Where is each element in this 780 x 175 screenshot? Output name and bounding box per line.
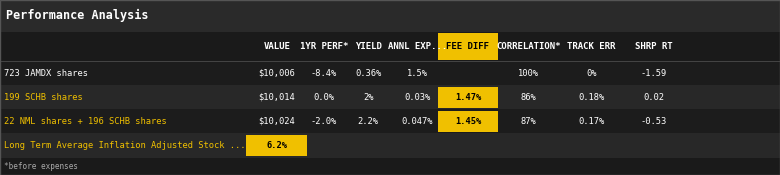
Text: 100%: 100% — [519, 69, 539, 78]
Text: $10,014: $10,014 — [258, 93, 296, 102]
Text: Long Term Average Inflation Adjusted Stock ...: Long Term Average Inflation Adjusted Sto… — [4, 141, 246, 150]
Text: 86%: 86% — [521, 93, 537, 102]
FancyBboxPatch shape — [438, 33, 498, 60]
Text: -2.0%: -2.0% — [310, 117, 337, 126]
FancyBboxPatch shape — [0, 61, 780, 85]
Text: 87%: 87% — [521, 117, 537, 126]
Text: -1.59: -1.59 — [640, 69, 667, 78]
Text: TRACK ERR: TRACK ERR — [567, 42, 615, 51]
Text: 0.18%: 0.18% — [578, 93, 604, 102]
FancyBboxPatch shape — [0, 32, 780, 61]
Text: 0.36%: 0.36% — [355, 69, 381, 78]
Text: 723 JAMDX shares: 723 JAMDX shares — [4, 69, 88, 78]
FancyBboxPatch shape — [0, 109, 780, 133]
FancyBboxPatch shape — [0, 85, 780, 109]
Text: 199 SCHB shares: 199 SCHB shares — [4, 93, 83, 102]
Text: 22 NML shares + 196 SCHB shares: 22 NML shares + 196 SCHB shares — [4, 117, 167, 126]
FancyBboxPatch shape — [438, 87, 498, 108]
Text: 0.17%: 0.17% — [578, 117, 604, 126]
Text: 1.47%: 1.47% — [455, 93, 481, 102]
Text: CORRELATION*: CORRELATION* — [497, 42, 561, 51]
Text: Performance Analysis: Performance Analysis — [6, 9, 149, 22]
Text: 1.5%: 1.5% — [407, 69, 427, 78]
Text: 0%: 0% — [586, 69, 597, 78]
Text: ANNL EXP...: ANNL EXP... — [388, 42, 447, 51]
Text: -8.4%: -8.4% — [310, 69, 337, 78]
FancyBboxPatch shape — [0, 0, 780, 32]
Text: 2%: 2% — [363, 93, 374, 102]
FancyBboxPatch shape — [246, 135, 307, 156]
Text: 0.0%: 0.0% — [314, 93, 334, 102]
Text: 1.45%: 1.45% — [455, 117, 481, 126]
Text: 0.02: 0.02 — [644, 93, 664, 102]
Text: 6.2%: 6.2% — [267, 141, 287, 150]
Text: -0.53: -0.53 — [640, 117, 667, 126]
Text: VALUE: VALUE — [264, 42, 290, 51]
FancyBboxPatch shape — [0, 133, 780, 158]
Text: 0.03%: 0.03% — [404, 93, 431, 102]
Text: *before expenses: *before expenses — [4, 162, 78, 171]
Text: FEE DIFF: FEE DIFF — [446, 42, 490, 51]
Text: 2.2%: 2.2% — [358, 117, 378, 126]
FancyBboxPatch shape — [438, 111, 498, 132]
Text: 1YR PERF*: 1YR PERF* — [300, 42, 348, 51]
Text: 0.047%: 0.047% — [402, 117, 433, 126]
Text: $10,024: $10,024 — [258, 117, 296, 126]
Text: $10,006: $10,006 — [258, 69, 296, 78]
Text: YIELD: YIELD — [355, 42, 381, 51]
Text: SHRP RT: SHRP RT — [635, 42, 672, 51]
